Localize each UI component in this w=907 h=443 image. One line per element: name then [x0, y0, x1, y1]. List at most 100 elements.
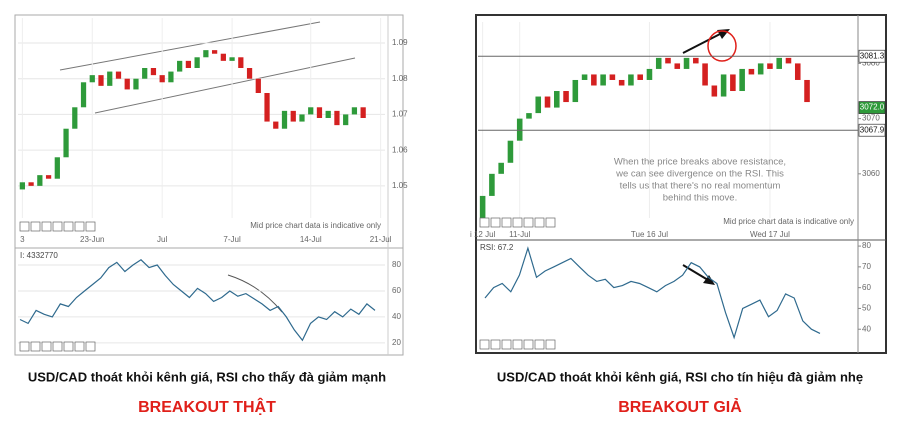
arrow — [682, 32, 723, 54]
candle — [544, 96, 551, 108]
candle — [159, 75, 165, 83]
candle — [776, 57, 782, 69]
x-tick-label: 3 — [20, 235, 25, 244]
arrow — [682, 264, 709, 281]
candle — [37, 175, 43, 186]
candle — [238, 57, 244, 68]
level-box — [858, 49, 886, 63]
candle — [646, 68, 653, 80]
toolbar-button — [523, 339, 534, 350]
candle — [498, 162, 504, 174]
candle — [554, 91, 560, 108]
candle — [124, 78, 130, 90]
candle — [45, 175, 52, 179]
candle — [739, 68, 745, 92]
candle — [19, 182, 25, 190]
y-tick-label: 40 — [392, 312, 401, 321]
annotation: behind this move. — [663, 193, 737, 204]
toolbar-button — [512, 339, 523, 350]
y-tick-label: 60 — [862, 283, 871, 292]
y-tick-label: 20 — [392, 338, 401, 347]
x-tick-label: Jul — [157, 235, 167, 244]
annotation: When the price breaks above resistance, — [614, 157, 786, 168]
candle — [665, 57, 671, 64]
y-tick-label: 1.08 — [392, 74, 408, 83]
candle — [89, 75, 95, 83]
x-tick-label: 7-Jul — [223, 235, 241, 244]
toolbar-button — [63, 221, 74, 232]
candle — [507, 140, 514, 163]
candle — [334, 110, 340, 126]
annotation: tells us that there's no real momentum — [620, 181, 781, 192]
candle — [600, 74, 606, 86]
candle — [655, 57, 662, 69]
candle — [693, 57, 699, 64]
level-box — [858, 123, 886, 137]
candle — [133, 78, 139, 90]
y-tick-label: 60 — [392, 286, 401, 295]
verdict: BREAKOUT THẬT — [138, 397, 276, 416]
candle — [80, 82, 87, 108]
candle — [618, 79, 625, 86]
verdict: BREAKOUT GIẢ — [618, 397, 742, 416]
candle — [581, 74, 588, 80]
candle — [767, 63, 773, 69]
x-tick-label: Tue 16 Jul — [631, 230, 668, 239]
candle — [325, 110, 331, 118]
rsi-title: RSI: 67.2 — [480, 243, 514, 252]
candle — [273, 121, 279, 129]
toolbar-button — [501, 217, 512, 228]
candle — [63, 128, 69, 158]
candle — [168, 71, 174, 83]
candle — [54, 157, 60, 179]
caption: USD/CAD thoát khỏi kênh giá, RSI cho tín… — [497, 369, 863, 384]
candle — [281, 110, 288, 129]
candle — [785, 57, 792, 64]
x-tick-label: 23-Jun — [80, 235, 104, 244]
level-box — [858, 101, 886, 114]
y-tick-label: 1.07 — [392, 110, 408, 119]
y-tick-label: 50 — [862, 304, 871, 313]
candle — [479, 195, 486, 218]
level-label: 3067.9 — [860, 125, 885, 134]
y-tick-label: 3070 — [862, 114, 880, 123]
candle — [229, 57, 235, 61]
candle — [150, 68, 157, 76]
candle — [72, 107, 78, 129]
toolbar-button — [523, 217, 534, 228]
candle — [730, 74, 736, 92]
channel-line — [94, 57, 356, 114]
candle — [299, 114, 305, 122]
y-tick-label: 1.05 — [392, 181, 408, 190]
y-tick-label: 80 — [862, 241, 871, 250]
arrow-head — [703, 275, 715, 285]
toolbar-button — [74, 341, 85, 352]
y-tick-label: 1.09 — [392, 38, 408, 47]
toolbar-button — [63, 341, 74, 352]
toolbar-button — [30, 221, 41, 232]
toolbar-button — [52, 221, 63, 232]
candle — [489, 173, 495, 196]
chart-note: Mid price chart data is indicative only — [723, 217, 854, 226]
toolbar-button — [479, 339, 490, 350]
toolbar-button — [30, 341, 41, 352]
candle — [290, 110, 296, 122]
toolbar-button — [501, 339, 512, 350]
candle — [637, 74, 643, 80]
candle — [203, 50, 209, 58]
rsi-line — [484, 246, 821, 340]
x-tick-label: 14-Jul — [300, 235, 322, 244]
candle — [748, 68, 755, 75]
candle — [211, 50, 218, 54]
toolbar-button — [19, 221, 30, 232]
candle — [628, 74, 634, 86]
candle — [702, 63, 708, 86]
toolbar-button — [490, 217, 501, 228]
candle — [177, 60, 183, 72]
y-tick-label: 40 — [862, 324, 871, 333]
toolbar-button — [534, 217, 545, 228]
x-tick-label: Wed 17 Jul — [750, 230, 790, 239]
channel-line — [59, 21, 321, 71]
candle — [264, 93, 270, 122]
